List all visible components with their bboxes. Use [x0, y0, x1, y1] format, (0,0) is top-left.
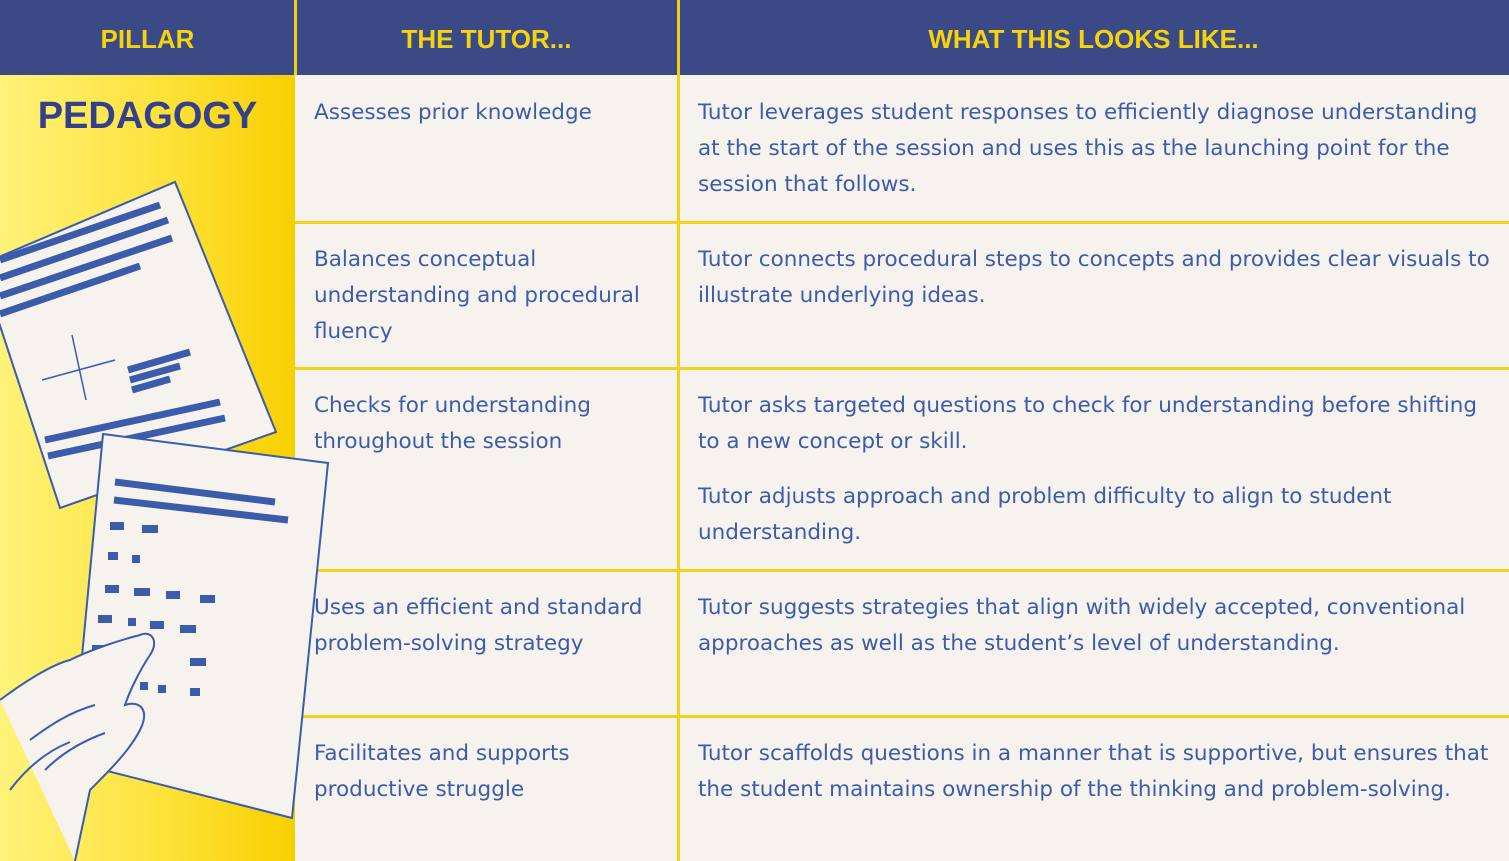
header-cell: WHAT THIS LOOKS LIKE... — [928, 24, 1259, 54]
illustration — [0, 180, 330, 861]
looks-like-cell: Tutor connects procedural steps to conce… — [698, 242, 1498, 333]
row-divider — [295, 569, 1509, 572]
tutor-cell: Balances conceptual understanding and pr… — [314, 247, 640, 344]
header-divider — [294, 0, 297, 75]
looks-like-cell: Tutor leverages student responses to eff… — [698, 95, 1498, 222]
row-divider — [295, 221, 1509, 224]
looks-like-cell: Tutor asks targeted questions to check f… — [698, 388, 1498, 570]
looks-like-cell: Tutor suggests strategies that align wit… — [698, 590, 1498, 681]
looks-like-text: Tutor scaffolds questions in a manner th… — [698, 741, 1489, 802]
tutor-cell: Checks for understanding throughout the … — [314, 393, 591, 454]
header-cell: THE TUTOR... — [401, 24, 572, 54]
row-divider — [295, 715, 1509, 718]
row-divider — [295, 367, 1509, 370]
pillar-label: PEDAGOGY — [37, 95, 258, 137]
looks-like-text: Tutor adjusts approach and problem diffi… — [698, 484, 1392, 545]
header-divider — [677, 0, 680, 75]
tutor-cell: Uses an efficient and standard problem-s… — [314, 595, 643, 656]
looks-like-text: Tutor suggests strategies that align wit… — [698, 595, 1466, 656]
looks-like-text: Tutor leverages student responses to eff… — [698, 100, 1478, 197]
looks-like-cell: Tutor scaffolds questions in a manner th… — [698, 736, 1498, 827]
looks-like-text: Tutor asks targeted questions to check f… — [698, 393, 1478, 454]
tutor-cell: Assesses prior knowledge — [314, 100, 592, 125]
looks-like-text: Tutor connects procedural steps to conce… — [698, 247, 1490, 308]
header-row: PILLAR THE TUTOR... WHAT THIS LOOKS LIKE..… — [0, 0, 1509, 75]
header-cell: PILLAR — [100, 24, 195, 54]
column-divider — [677, 75, 680, 861]
tutor-cell: Facilitates and supports productive stru… — [314, 741, 570, 802]
